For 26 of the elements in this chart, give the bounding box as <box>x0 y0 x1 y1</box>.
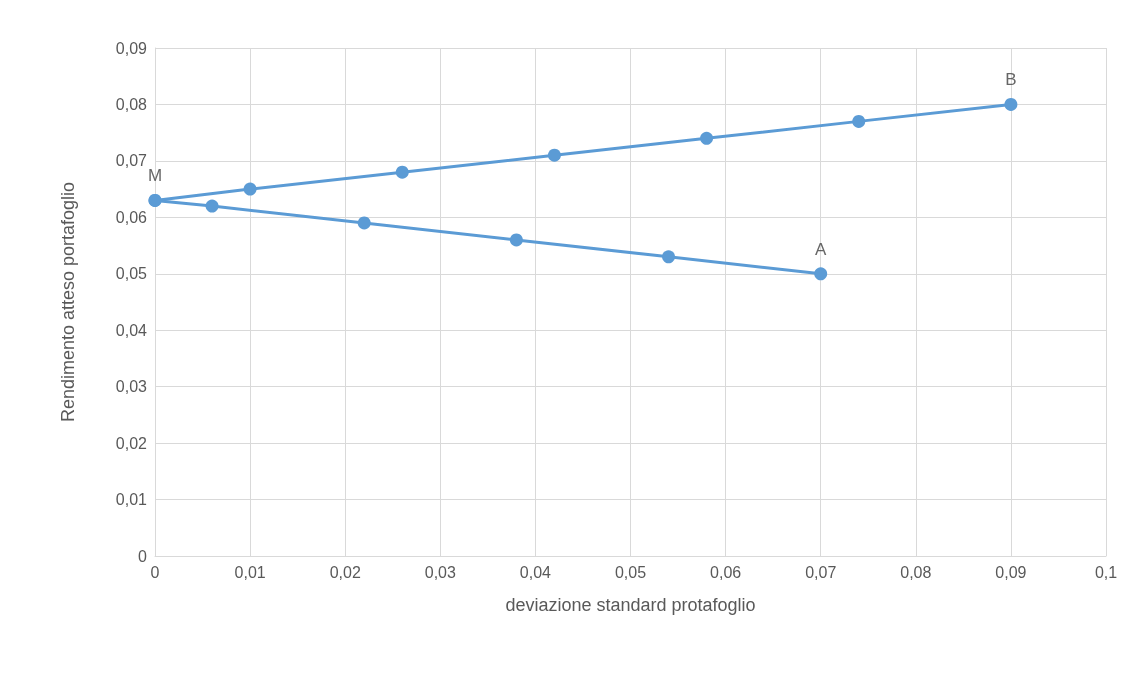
y-tick-label: 0,03 <box>115 378 148 396</box>
x-tick-label: 0,1 <box>1094 563 1118 581</box>
y-tick-label: 0,05 <box>115 265 148 283</box>
y-tick-label: 0 <box>138 547 148 565</box>
y-tick-label: 0,06 <box>115 208 148 226</box>
x-tick-label: 0,08 <box>900 563 932 581</box>
x-tick-label: 0,03 <box>424 563 456 581</box>
annotation: M <box>147 166 163 186</box>
y-tick-label: 0,02 <box>115 434 148 452</box>
x-tick-label: 0,02 <box>329 563 361 581</box>
x-tick-label: 0 <box>150 563 160 581</box>
x-tick-label: 0,07 <box>805 563 837 581</box>
x-tick-label: 0,05 <box>614 563 647 581</box>
y-tick-label: 0,09 <box>115 39 148 57</box>
y-tick-label: 0,04 <box>115 321 148 339</box>
y-axis-title: Rendimento atteso portafoglio <box>58 181 78 423</box>
x-axis-title: deviazione standard protafoglio <box>505 595 756 615</box>
y-tick-label: 0,07 <box>115 152 148 170</box>
x-tick-label: 0,01 <box>234 563 266 581</box>
x-tick-label: 0,09 <box>995 563 1027 581</box>
annotation: B <box>1005 70 1017 90</box>
annotation: A <box>815 239 828 259</box>
x-tick-label: 0,04 <box>519 563 552 581</box>
y-tick-label: 0,08 <box>115 95 148 113</box>
y-tick-label: 0,01 <box>115 491 148 509</box>
x-tick-label: 0,06 <box>710 563 742 581</box>
